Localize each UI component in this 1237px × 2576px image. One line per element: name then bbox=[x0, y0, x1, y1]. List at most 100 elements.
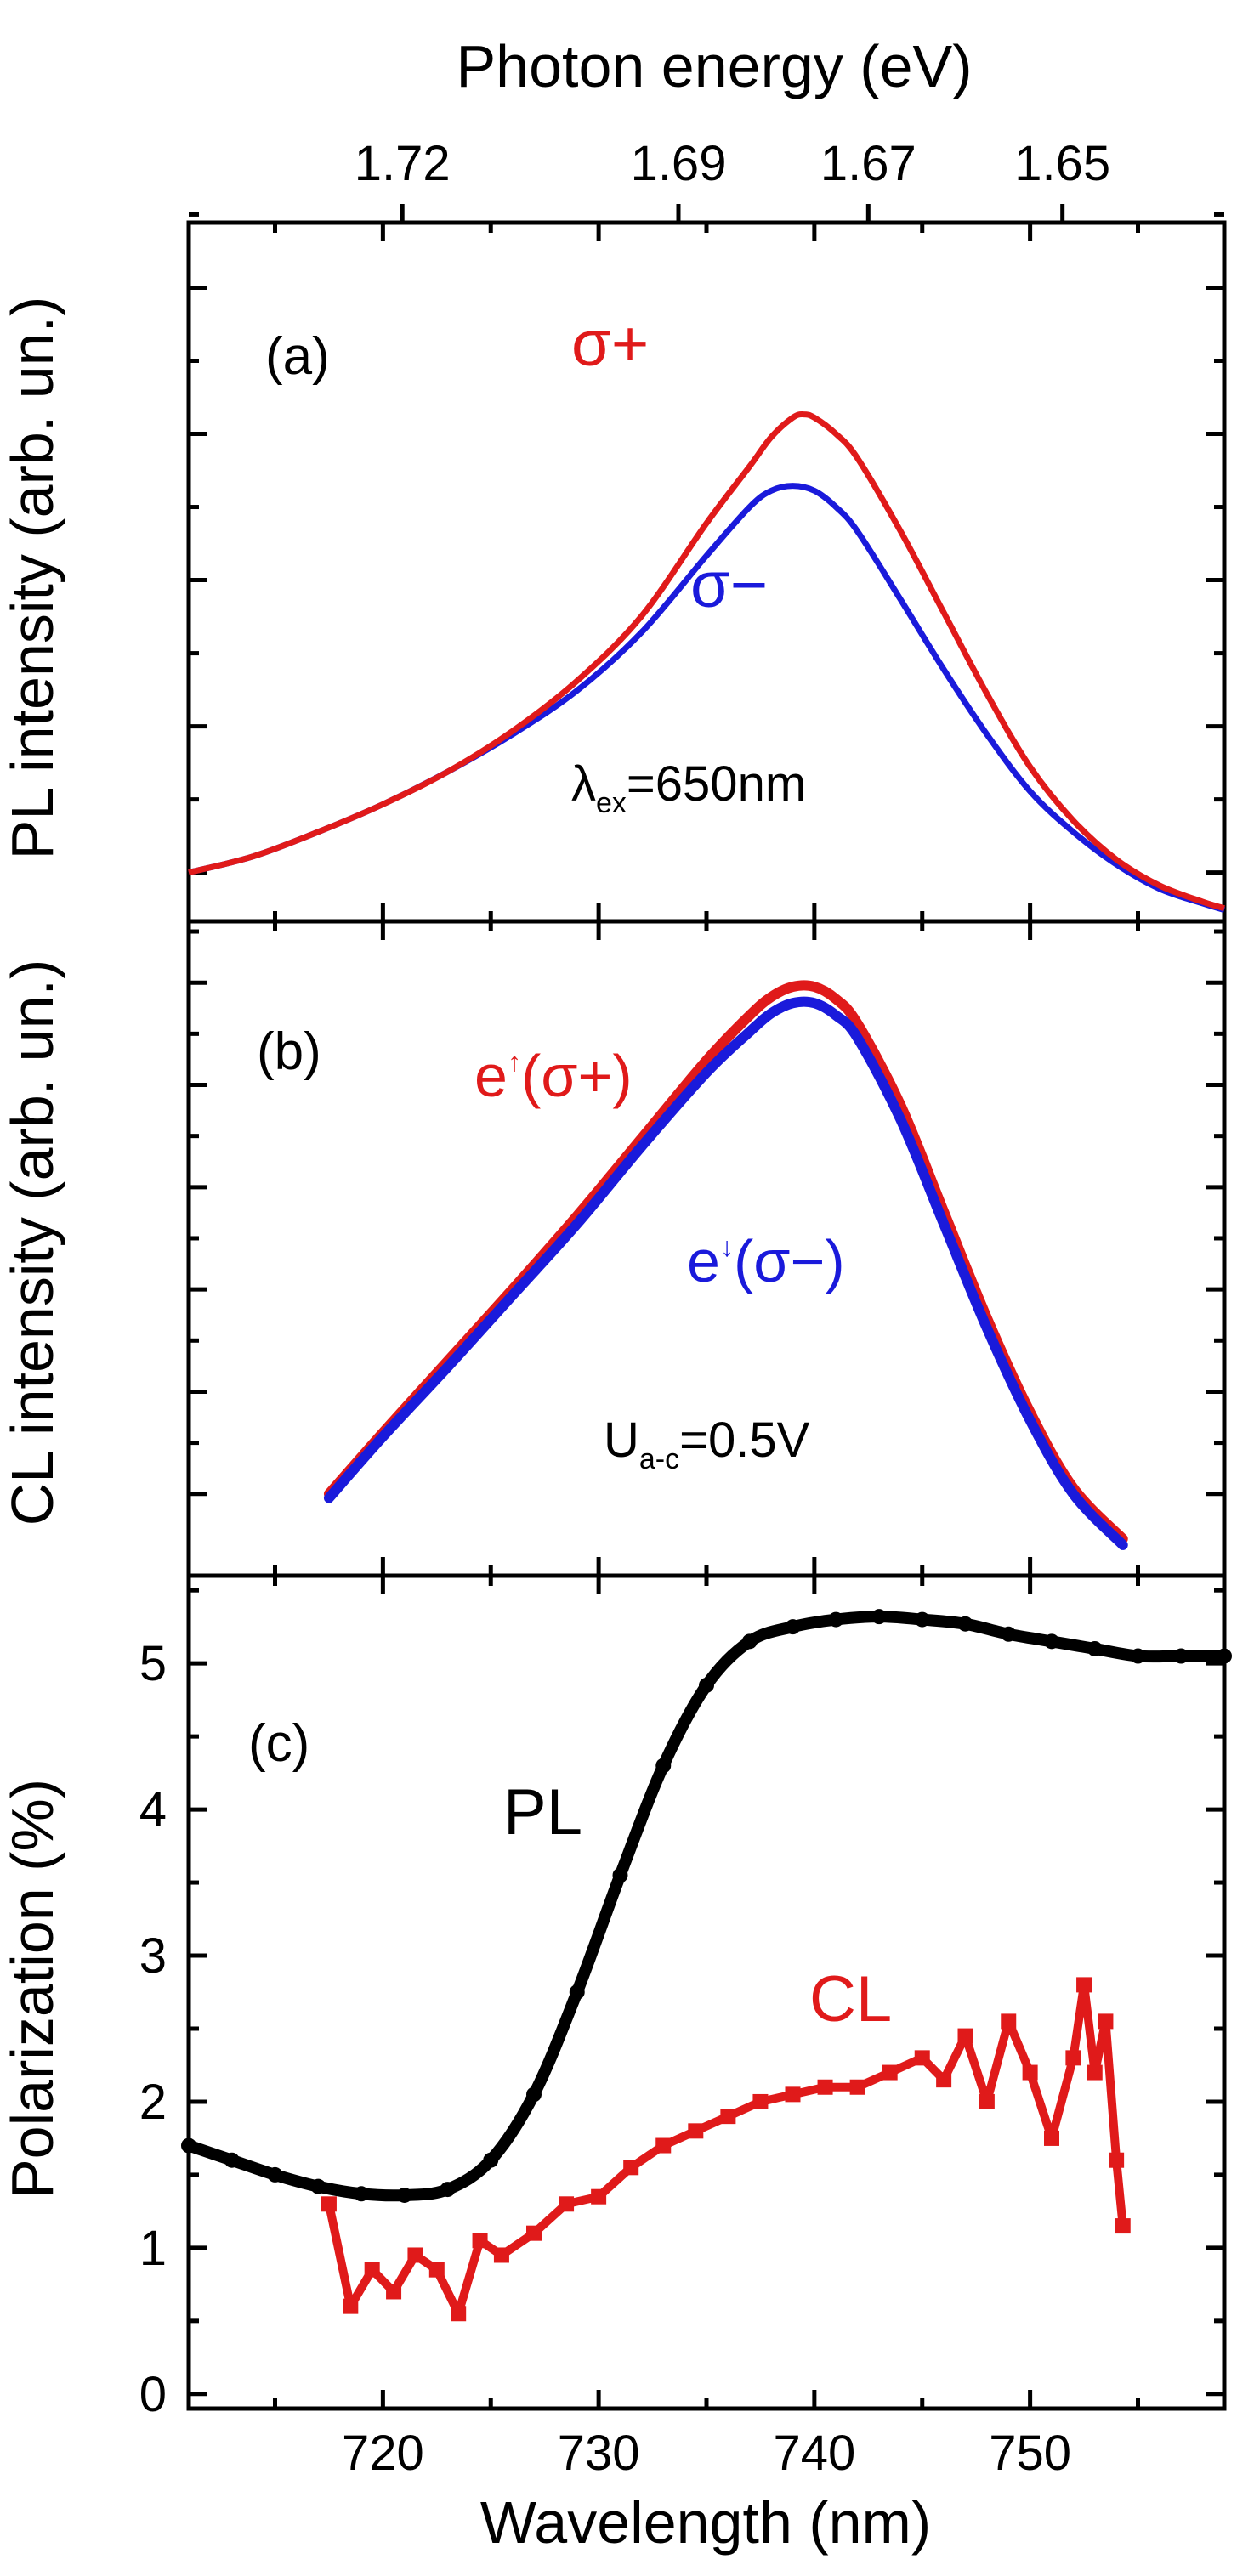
y-tick-label: 5 bbox=[139, 1636, 167, 1691]
cl-point bbox=[817, 2079, 833, 2095]
voltage-value: =0.5V bbox=[679, 1413, 809, 1468]
pl-point bbox=[1130, 1648, 1146, 1664]
axis-ticks: 720 730 740 750 0 1 2 3 4 5 bbox=[139, 212, 1224, 2481]
voltage-symbol: U bbox=[604, 1413, 639, 1468]
top-axis-tick-label: 1.72 bbox=[355, 136, 451, 191]
excitation-annotation: λex=650nm bbox=[571, 756, 806, 819]
pl-point bbox=[310, 2178, 326, 2194]
pl-point bbox=[181, 2137, 196, 2154]
cl-polarization-line bbox=[325, 1980, 1127, 2318]
label-pl: PL bbox=[503, 1776, 582, 1848]
legend-e-down-pol: (σ−) bbox=[734, 1228, 845, 1294]
x-tick-label: 720 bbox=[342, 2426, 424, 2481]
cl-point bbox=[720, 2109, 736, 2125]
x-tick-label: 740 bbox=[773, 2426, 855, 2481]
pl-point bbox=[354, 2186, 369, 2202]
pl-point bbox=[655, 1758, 672, 1774]
x-axis-title: Wavelength (nm) bbox=[480, 2489, 931, 2556]
panel-c-label: (c) bbox=[248, 1714, 309, 1773]
panel-b-series bbox=[323, 980, 1128, 1550]
y-tick-label: 0 bbox=[139, 2367, 167, 2422]
panel-a-series bbox=[188, 411, 1226, 913]
panel-c-series bbox=[181, 1609, 1232, 2322]
e-down-line bbox=[323, 996, 1128, 1550]
top-axis-tick-label: 1.67 bbox=[820, 136, 916, 191]
cl-point bbox=[1065, 2050, 1081, 2066]
legend-e-down-main: e bbox=[687, 1228, 720, 1294]
panel-b-ylabel: CL intensity (arb. un.) bbox=[0, 960, 65, 1526]
pl-point bbox=[828, 1611, 844, 1628]
cl-point bbox=[849, 2079, 865, 2095]
top-axis-title: Photon energy (eV) bbox=[456, 33, 972, 99]
y-tick-label: 1 bbox=[139, 2221, 167, 2276]
panel-a-ylabel: PL intensity (arb. un.) bbox=[0, 297, 65, 860]
excitation-subscript: ex bbox=[596, 787, 627, 819]
excitation-symbol: λ bbox=[571, 756, 596, 812]
cl-point bbox=[1115, 2218, 1131, 2234]
cl-point bbox=[785, 2086, 801, 2103]
legend-e-up-arrow: ↑ bbox=[508, 1046, 521, 1077]
cl-point bbox=[1087, 2064, 1103, 2081]
excitation-value: =650nm bbox=[627, 756, 806, 812]
cl-point bbox=[1109, 2152, 1125, 2168]
pl-point bbox=[1044, 1633, 1059, 1650]
cl-point bbox=[493, 2247, 509, 2263]
cl-point bbox=[407, 2247, 423, 2263]
top-axis-tick-label: 1.69 bbox=[631, 136, 727, 191]
cl-point bbox=[364, 2262, 380, 2278]
pl-point bbox=[569, 1984, 585, 2000]
pl-point bbox=[224, 2152, 240, 2168]
cl-point bbox=[957, 2028, 973, 2044]
cl-point bbox=[655, 2137, 672, 2154]
legend-e-up: e↑(σ+) bbox=[474, 1043, 633, 1109]
y-tick-label: 4 bbox=[139, 1782, 167, 1837]
label-cl: CL bbox=[809, 1963, 892, 2035]
pl-point bbox=[440, 2182, 456, 2198]
legend-e-up-main: e bbox=[474, 1043, 508, 1109]
pl-point bbox=[396, 2187, 412, 2203]
cl-point bbox=[428, 2262, 445, 2278]
cl-point bbox=[752, 2093, 769, 2109]
top-axis-tick-label: 1.65 bbox=[1014, 136, 1110, 191]
cl-point bbox=[559, 2196, 575, 2212]
top-axis-ticks: 1.72 1.69 1.67 1.65 bbox=[355, 136, 1110, 223]
pl-point bbox=[914, 1611, 930, 1628]
legend-e-down-arrow: ↓ bbox=[720, 1231, 734, 1262]
legend-sigma-minus: σ− bbox=[690, 549, 768, 621]
cl-point bbox=[914, 2050, 930, 2066]
x-tick-label: 750 bbox=[989, 2426, 1071, 2481]
panel-b-label: (b) bbox=[257, 1022, 321, 1081]
pl-point bbox=[785, 1619, 801, 1635]
pl-point bbox=[483, 2152, 499, 2168]
pl-point bbox=[526, 2086, 542, 2103]
cl-point bbox=[688, 2123, 704, 2139]
cl-point bbox=[1098, 2013, 1114, 2030]
cl-point bbox=[623, 2160, 639, 2176]
pl-point bbox=[957, 1616, 973, 1632]
legend-e-up-pol: (σ+) bbox=[521, 1043, 633, 1109]
pl-point bbox=[741, 1633, 758, 1650]
panel-c-ylabel: Polarization (%) bbox=[0, 1779, 65, 2199]
cl-point bbox=[979, 2093, 995, 2109]
voltage-subscript: a-c bbox=[639, 1443, 679, 1475]
cl-point bbox=[1076, 1977, 1092, 1993]
cl-point bbox=[1001, 2013, 1017, 2030]
pl-point bbox=[871, 1609, 887, 1625]
pl-point bbox=[1001, 1626, 1017, 1642]
pl-point bbox=[267, 2166, 283, 2183]
cl-point bbox=[343, 2298, 359, 2314]
cl-point bbox=[1022, 2064, 1038, 2081]
panel-a-label: (a) bbox=[265, 327, 330, 386]
legend-e-down: e↓(σ−) bbox=[687, 1228, 845, 1294]
cl-point bbox=[882, 2064, 898, 2081]
cl-point bbox=[1044, 2130, 1059, 2146]
y-tick-label: 2 bbox=[139, 2075, 167, 2130]
y-tick-label: 3 bbox=[139, 1928, 167, 1984]
pl-point bbox=[1217, 1648, 1232, 1664]
cl-point bbox=[526, 2225, 542, 2241]
cl-point bbox=[936, 2072, 952, 2088]
cl-point bbox=[451, 2306, 467, 2322]
cl-point bbox=[591, 2188, 607, 2205]
sigma-plus-line bbox=[188, 411, 1226, 912]
